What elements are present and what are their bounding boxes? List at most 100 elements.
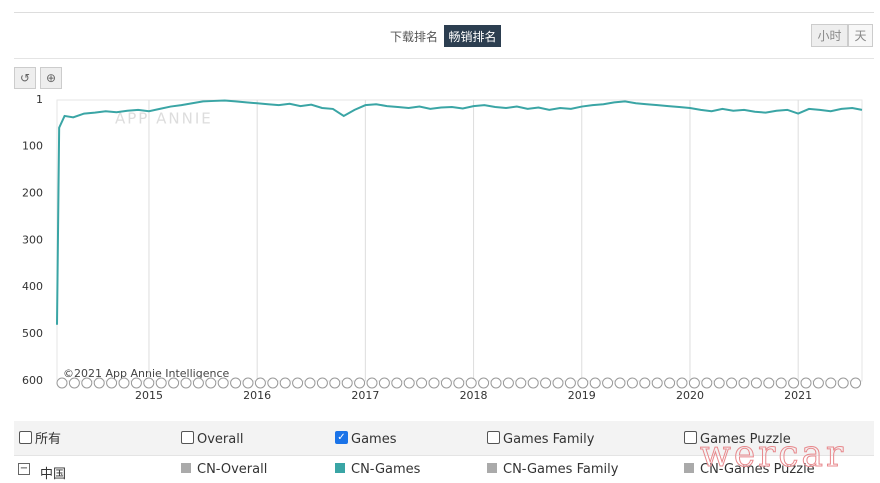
- event-marker: [552, 377, 564, 389]
- event-marker: [664, 377, 676, 389]
- event-marker: [93, 377, 105, 389]
- filter-label[interactable]: Games Family: [503, 432, 595, 447]
- event-marker: [676, 377, 688, 389]
- event-marker: [316, 377, 328, 389]
- event-marker: [68, 377, 80, 389]
- event-marker: [341, 377, 353, 389]
- tab[interactable]: 下载排名: [389, 29, 438, 44]
- event-marker: [726, 377, 738, 389]
- event-marker: [428, 377, 440, 389]
- event-marker: [800, 377, 812, 389]
- event-marker: [180, 377, 192, 389]
- x-tick-label: 2020: [676, 389, 704, 402]
- event-marker: [502, 377, 514, 389]
- legend-label[interactable]: CN-Games: [351, 462, 421, 477]
- event-marker: [478, 377, 490, 389]
- event-marker: [254, 377, 266, 389]
- event-marker: [688, 377, 700, 389]
- event-marker: [292, 377, 304, 389]
- x-tick-label: 2019: [568, 389, 596, 402]
- y-tick-label: 200: [22, 186, 43, 199]
- x-tick-label: 2015: [135, 389, 163, 402]
- event-marker: [56, 377, 68, 389]
- granularity-button[interactable]: 小时: [811, 24, 848, 47]
- tab[interactable]: 畅销排名: [444, 25, 501, 47]
- event-marker: [837, 377, 849, 389]
- event-marker: [416, 377, 428, 389]
- reset-button[interactable]: ↺: [14, 67, 36, 89]
- event-marker: [577, 377, 589, 389]
- filter-bar: [14, 421, 874, 456]
- event-marker: [490, 377, 502, 389]
- legend-label[interactable]: CN-Overall: [197, 462, 268, 477]
- event-marker: [192, 377, 204, 389]
- checkbox[interactable]: [487, 431, 500, 444]
- event-marker: [738, 377, 750, 389]
- event-marker: [453, 377, 465, 389]
- event-marker: [130, 377, 142, 389]
- credit: ©2021 App Annie Intelligence: [63, 367, 230, 380]
- event-marker: [354, 377, 366, 389]
- y-tick-label: 400: [22, 280, 43, 293]
- y-tick-label: 500: [22, 327, 43, 340]
- line: [56, 99, 863, 325]
- filter-label[interactable]: Games Puzzle: [700, 432, 791, 447]
- event-marker: [788, 377, 800, 389]
- event-marker: [242, 377, 254, 389]
- event-marker: [515, 377, 527, 389]
- checkbox[interactable]: [19, 431, 32, 444]
- event-marker: [713, 377, 725, 389]
- event-marker: [465, 377, 477, 389]
- legend-label[interactable]: CN-Games Puzzle: [700, 462, 815, 477]
- legend-swatch: [181, 463, 191, 473]
- legend-swatch: [335, 463, 345, 473]
- plot-area: [56, 99, 863, 382]
- collapse-icon[interactable]: −: [18, 463, 30, 475]
- event-marker: [626, 377, 638, 389]
- stamp-layer: wercar: [700, 434, 844, 476]
- event-marker: [81, 377, 93, 389]
- filter-label[interactable]: Overall: [197, 432, 244, 447]
- event-marker: [850, 377, 862, 389]
- x-tick-label: 2016: [243, 389, 271, 402]
- filter-label[interactable]: Games: [351, 432, 397, 447]
- legend-swatch: [487, 463, 497, 473]
- event-marker: [155, 377, 167, 389]
- checkbox[interactable]: [181, 431, 194, 444]
- header-rule: [14, 58, 874, 59]
- event-marker: [812, 377, 824, 389]
- y-tick-label: 300: [22, 233, 43, 246]
- checkbox[interactable]: [684, 431, 697, 444]
- y-tick-label: 600: [22, 374, 43, 387]
- event-marker: [701, 377, 713, 389]
- y-tick-label: 1: [36, 93, 43, 106]
- event-marker: [614, 377, 626, 389]
- event-marker: [775, 377, 787, 389]
- legend-label[interactable]: CN-Games Family: [503, 462, 619, 477]
- event-marker: [440, 377, 452, 389]
- event-marker: [403, 377, 415, 389]
- legend-swatch: [684, 463, 694, 473]
- granularity-button[interactable]: 天: [848, 24, 873, 47]
- event-marker: [763, 377, 775, 389]
- event-marker: [118, 377, 130, 389]
- filter-label[interactable]: 所有: [35, 432, 62, 447]
- event-marker: [589, 377, 601, 389]
- event-marker: [391, 377, 403, 389]
- event-marker: [651, 377, 663, 389]
- event-marker: [217, 377, 229, 389]
- event-marker: [329, 377, 341, 389]
- x-tick-label: 2017: [351, 389, 379, 402]
- checkbox[interactable]: ✓: [335, 431, 348, 444]
- event-marker: [279, 377, 291, 389]
- zoom-button[interactable]: ⊕: [40, 67, 62, 89]
- event-marker: [304, 377, 316, 389]
- country-label: 中国: [40, 467, 67, 482]
- event-marker: [143, 377, 155, 389]
- x-tick-label: 2021: [784, 389, 812, 402]
- event-marker: [205, 377, 217, 389]
- watermark: APP ANNIE: [115, 110, 213, 128]
- y-tick-label: 100: [22, 139, 43, 152]
- event-marker: [750, 377, 762, 389]
